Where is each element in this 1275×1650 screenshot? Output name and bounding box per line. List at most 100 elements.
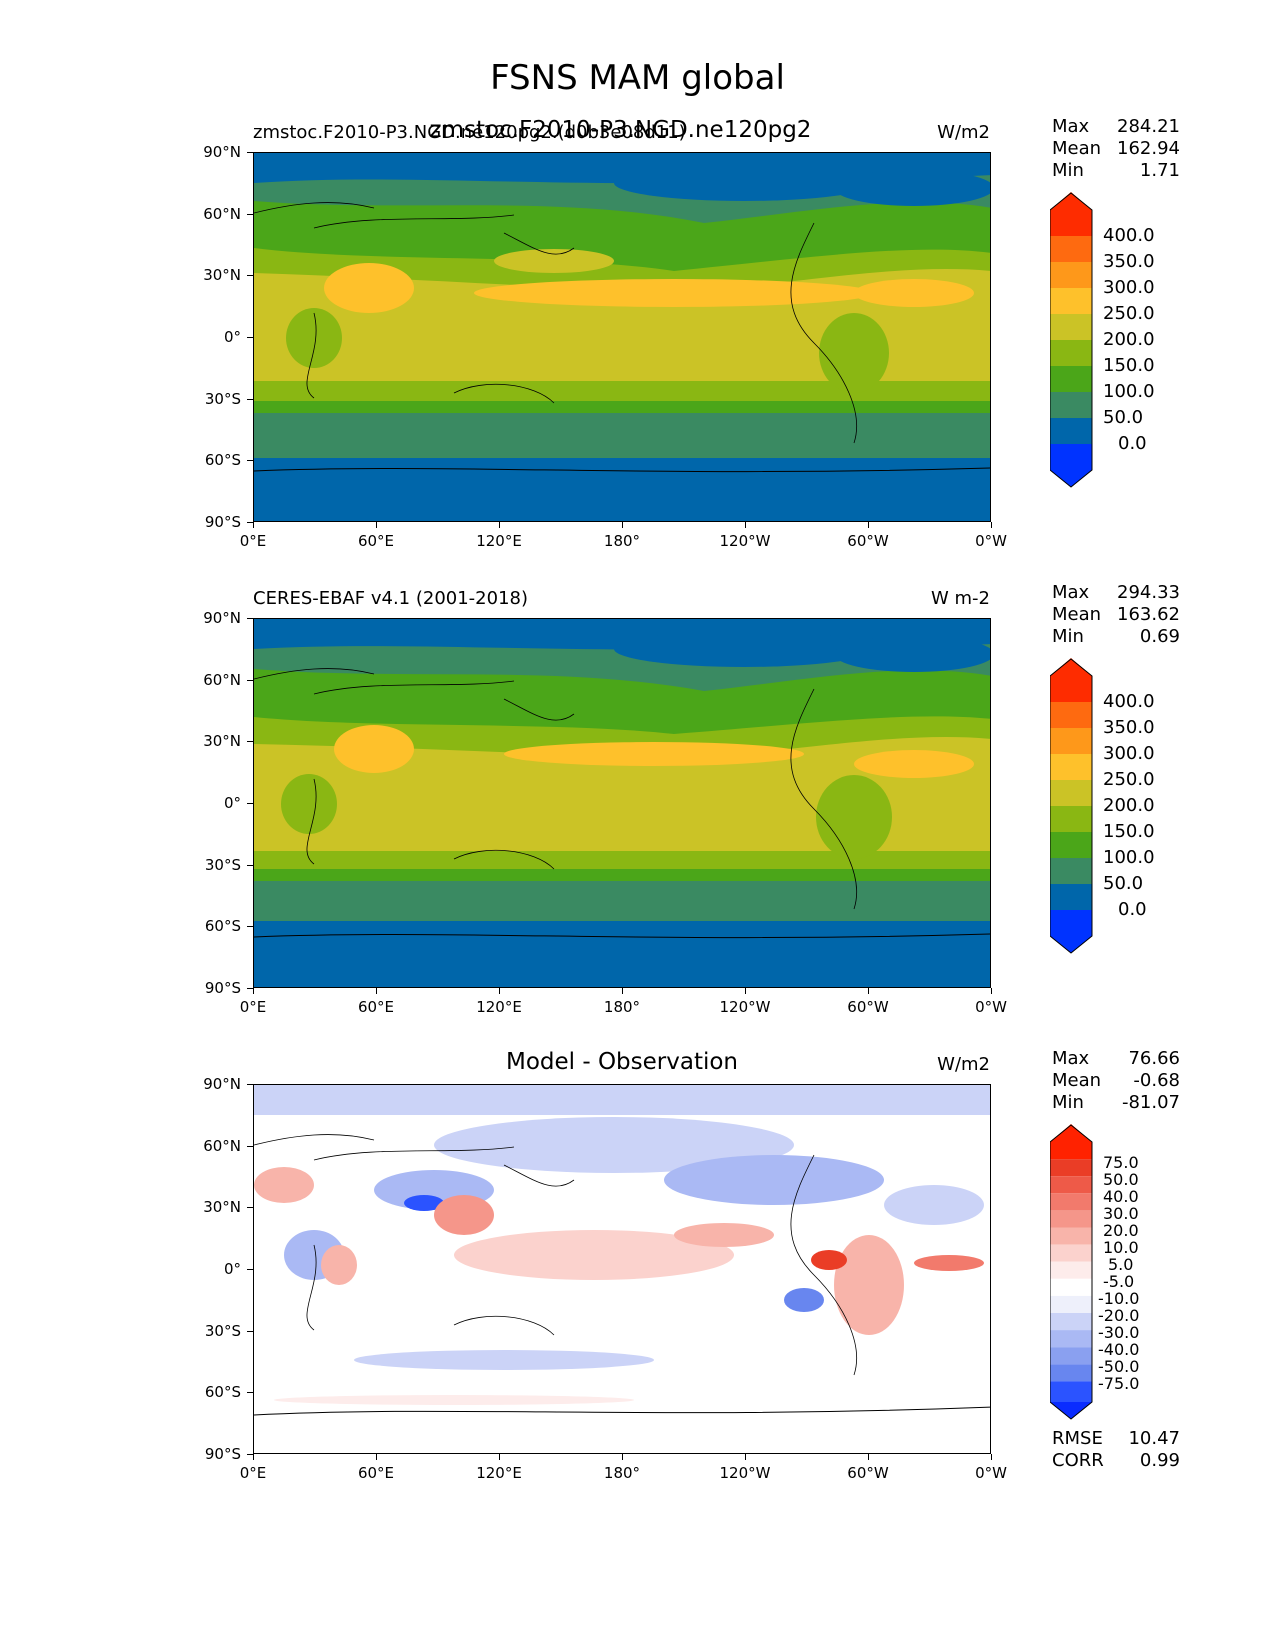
colorbar-label: -30.0 <box>1098 1323 1140 1342</box>
lon-tick-mark <box>499 988 500 994</box>
lat-tick-mark <box>247 275 253 277</box>
lon-tick-mark <box>499 1454 500 1460</box>
lon-tick-label: 60°W <box>847 1464 889 1482</box>
lat-tick-label: 60°S <box>204 917 241 936</box>
lon-tick-mark <box>868 1454 869 1460</box>
lat-tick-mark <box>247 213 253 215</box>
metrics-row-rmse: RMSE 10.47 <box>1052 1428 1180 1449</box>
colorbar-label: -75.0 <box>1098 1374 1140 1393</box>
stats-row-mean: Mean -0.68 <box>1052 1070 1180 1091</box>
lon-tick-label: 180° <box>603 1464 641 1482</box>
colorbar-label: 10.0 <box>1103 1238 1139 1257</box>
colorbar-label: 75.0 <box>1103 1153 1139 1172</box>
lon-tick-mark <box>376 1454 377 1460</box>
colorbar-label: 50.0 <box>1103 873 1144 894</box>
lon-tick-label: 60°E <box>357 1464 395 1482</box>
lat-tick-mark <box>247 1454 253 1455</box>
lon-tick-label: 180° <box>603 532 641 550</box>
panel-center-title: zmstoc.F2010-P3.NGD.ne120pg2 <box>429 117 812 143</box>
lon-tick-label: 0°W <box>975 998 1007 1016</box>
map-observation <box>253 618 991 988</box>
lon-tick-label: 120°W <box>719 998 771 1016</box>
lat-tick-mark <box>247 1145 253 1147</box>
colorbar-label: 250.0 <box>1103 769 1155 790</box>
lon-tick-mark <box>253 522 254 528</box>
stats-block: Max 294.33 Mean 163.62 Min 0.69 <box>1052 582 1180 648</box>
colorbar-label: -50.0 <box>1098 1357 1140 1376</box>
lon-tick-label: 180° <box>603 998 641 1016</box>
panel-units: W/m2 <box>937 122 990 143</box>
lat-tick-mark <box>247 398 253 400</box>
colorbar-label: 200.0 <box>1103 329 1155 350</box>
lat-tick-label: 0° <box>223 328 241 346</box>
lon-tick-mark <box>868 522 869 528</box>
colorbar-label: 0.0 <box>1118 899 1147 920</box>
stats-row-max: Max 76.66 <box>1052 1048 1180 1069</box>
colorbar-label: 400.0 <box>1103 691 1155 712</box>
lat-tick-mark <box>247 152 253 153</box>
lon-tick-mark <box>376 522 377 528</box>
colorbar-label: -40.0 <box>1098 1340 1140 1359</box>
lat-tick-mark <box>247 864 253 866</box>
colorbar-label: 50.0 <box>1103 1170 1139 1189</box>
colorbar-label: 350.0 <box>1103 717 1155 738</box>
colorbar-label: 300.0 <box>1103 277 1155 298</box>
lon-tick-label: 120°E <box>476 532 522 550</box>
colorbar-label: 0.0 <box>1118 433 1147 454</box>
lat-tick-label: 90°S <box>204 1445 241 1463</box>
lat-tick-label: 90°N <box>203 1075 241 1093</box>
lon-tick-mark <box>745 988 746 994</box>
colorbar-observation <box>1050 658 1093 954</box>
colorbar-model <box>1050 192 1093 488</box>
lon-tick-mark <box>868 988 869 994</box>
lat-tick-mark <box>247 1330 253 1332</box>
lat-tick-label: 60°S <box>204 1383 241 1402</box>
lon-tick-mark <box>499 522 500 528</box>
map-model-field <box>254 153 990 521</box>
page-title: FSNS MAM global <box>490 58 785 98</box>
lat-tick-label: 90°S <box>204 513 241 531</box>
lat-tick-mark <box>247 741 253 743</box>
stats-row-min: Min 0.69 <box>1052 626 1180 647</box>
lat-tick-mark <box>247 926 253 928</box>
colorbar-label: -5.0 <box>1103 1272 1135 1291</box>
lon-tick-mark <box>991 522 992 528</box>
metrics-row-corr: CORR 0.99 <box>1052 1450 1180 1471</box>
stats-row-max: Max 284.21 <box>1052 116 1180 137</box>
colorbar-label: 300.0 <box>1103 743 1155 764</box>
lon-tick-label: 0°E <box>239 1464 267 1482</box>
lon-tick-label: 120°E <box>476 998 522 1016</box>
lon-tick-label: 60°E <box>357 532 395 550</box>
lat-tick-mark <box>247 522 253 523</box>
lat-tick-label: 30°S <box>204 1321 241 1340</box>
colorbar-label: 150.0 <box>1103 821 1155 842</box>
lat-tick-label: 0° <box>223 794 241 812</box>
lat-tick-label: 30°S <box>204 855 241 874</box>
colorbar-label: 200.0 <box>1103 795 1155 816</box>
lat-tick-label: 60°N <box>203 670 241 689</box>
lat-tick-label: 90°N <box>203 609 241 627</box>
lat-tick-label: 90°S <box>204 979 241 997</box>
lon-tick-label: 60°W <box>847 998 889 1016</box>
panel-units: W m-2 <box>930 588 990 609</box>
lat-tick-mark <box>247 337 253 338</box>
lon-tick-mark <box>622 988 623 994</box>
lat-tick-label: 60°N <box>203 1136 241 1155</box>
panel-left-title: zmstoc.F2010-P3.NGD.ne120pg2.(d0b3e08d11… <box>253 122 686 143</box>
colorbar-label: 100.0 <box>1103 847 1155 868</box>
lon-tick-label: 120°E <box>476 1464 522 1482</box>
lon-tick-label: 0°E <box>239 998 267 1016</box>
stats-row-max: Max 294.33 <box>1052 582 1180 603</box>
colorbar-label: 40.0 <box>1103 1187 1139 1206</box>
stats-block: Max 76.66 Mean -0.68 Min -81.07 <box>1052 1048 1180 1114</box>
lat-tick-mark <box>247 988 253 989</box>
map-difference <box>253 1084 991 1454</box>
lat-tick-mark <box>247 1269 253 1270</box>
lon-tick-mark <box>253 1454 254 1460</box>
metrics-block: RMSE 10.47 CORR 0.99 <box>1052 1428 1180 1472</box>
map-difference-field <box>254 1085 990 1453</box>
colorbar-label: 100.0 <box>1103 381 1155 402</box>
stats-row-min: Min 1.71 <box>1052 160 1180 181</box>
panel-left-title: CERES-EBAF v4.1 (2001-2018) <box>253 588 529 609</box>
lon-tick-mark <box>745 522 746 528</box>
